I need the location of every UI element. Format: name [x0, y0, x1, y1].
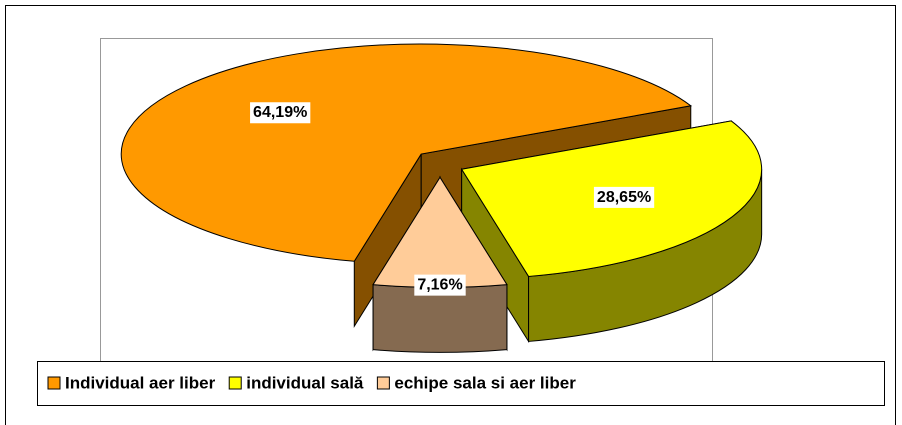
legend-marker — [228, 376, 242, 390]
legend-marker — [376, 376, 390, 390]
data-label-bg — [593, 186, 655, 208]
data-label-bg — [414, 274, 466, 296]
legend-marker — [47, 376, 61, 390]
data-label-bg — [250, 102, 311, 124]
data-label: 7,16% — [417, 277, 462, 294]
data-label: 64,19% — [253, 104, 307, 121]
pie: 64,19% 28,65% 7,16% — [120, 43, 763, 353]
slice-top — [120, 43, 692, 262]
legend-box — [37, 361, 885, 406]
data-label: 28,65% — [597, 189, 651, 206]
legend-label: Individual aer liber — [65, 373, 216, 392]
legend: Individual aer liber individual sală echip… — [47, 373, 576, 392]
legend-label: individual sală — [246, 373, 364, 392]
legend-label: echipe sala si aer liber — [394, 373, 576, 392]
